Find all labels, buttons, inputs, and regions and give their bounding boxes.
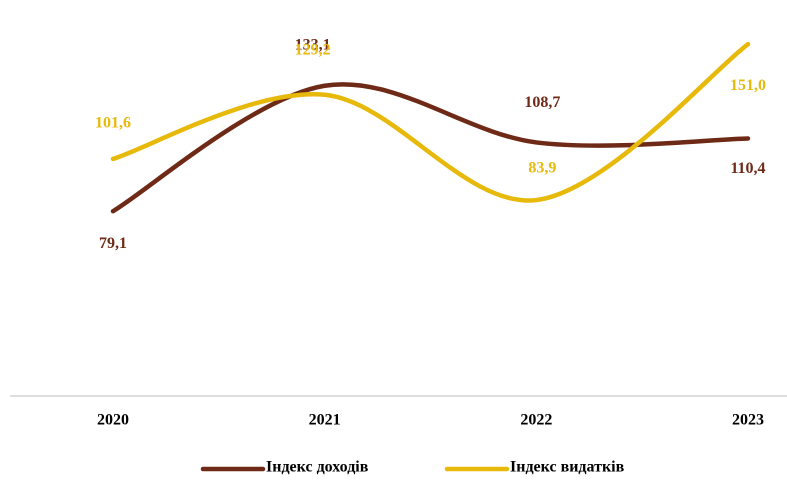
- legend-label: Індекс доходів: [266, 459, 369, 476]
- series-line: [110, 41, 751, 203]
- data-label: 79,1: [99, 235, 127, 252]
- x-tick-label: 2020: [97, 412, 129, 429]
- data-label: 110,4: [730, 160, 765, 177]
- legend-label: Індекс видатків: [510, 459, 625, 476]
- x-tick-label: 2021: [309, 412, 341, 429]
- data-label: 101,6: [95, 115, 131, 132]
- data-label: 151,0: [730, 77, 766, 94]
- x-tick-label: 2023: [732, 412, 764, 429]
- data-label: 129,2: [295, 41, 331, 58]
- x-tick-label: 2022: [520, 412, 552, 429]
- data-label: 133,1: [295, 36, 331, 53]
- data-label: 83,9: [528, 160, 556, 177]
- data-label: 108,7: [524, 94, 560, 111]
- series-line: [110, 82, 751, 214]
